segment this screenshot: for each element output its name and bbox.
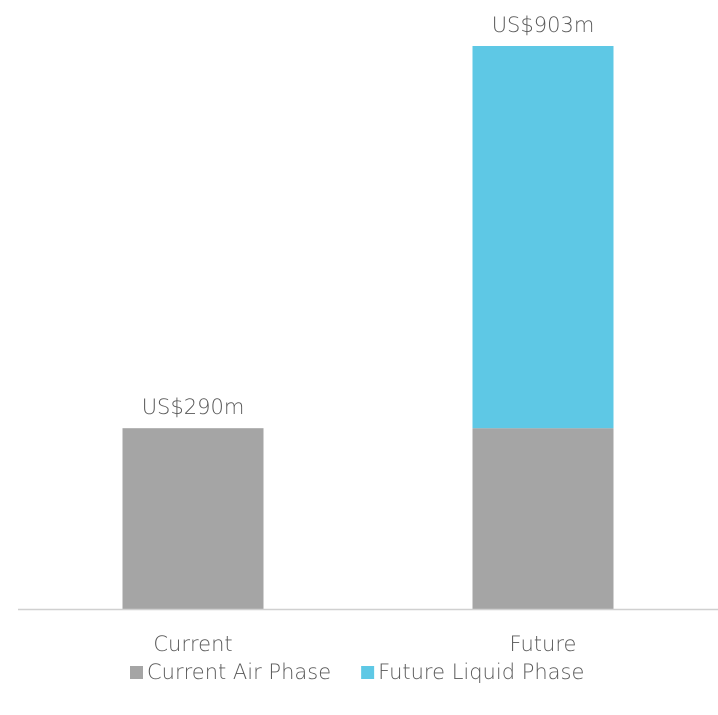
- bar-segment: [472, 428, 614, 609]
- x-tick-label: Future: [510, 632, 577, 656]
- legend-swatch: [130, 666, 143, 679]
- bar-segment: [472, 46, 614, 429]
- legend-swatch: [361, 666, 375, 679]
- legend-label: Future Liquid Phase: [378, 660, 584, 684]
- x-tick-label: Current: [153, 632, 232, 656]
- bar-segment: [122, 428, 264, 609]
- total-label: US$903m: [492, 13, 595, 37]
- legend-label: Current Air Phase: [147, 660, 331, 684]
- total-label: US$290m: [142, 395, 245, 419]
